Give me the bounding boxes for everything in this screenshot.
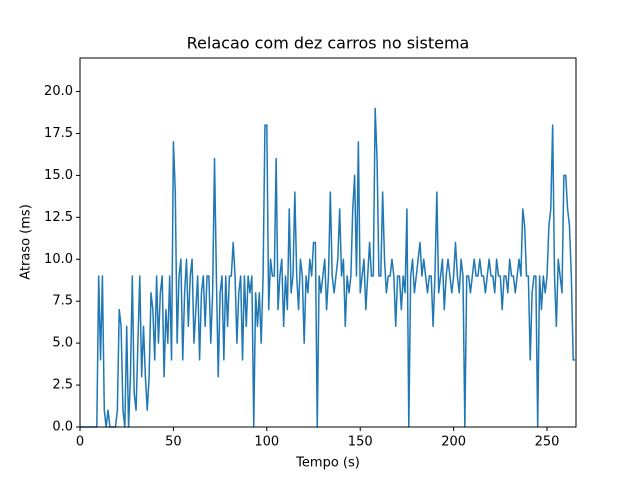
y-tick-label: 5.0 bbox=[52, 336, 73, 351]
y-axis-label: Atraso (ms) bbox=[19, 204, 34, 280]
x-axis-label: Tempo (s) bbox=[295, 456, 360, 471]
y-tick-label: 17.5 bbox=[44, 126, 73, 141]
x-tick-label: 200 bbox=[441, 435, 466, 450]
data-line bbox=[80, 107, 576, 428]
y-tick-label: 12.5 bbox=[44, 210, 73, 225]
y-tick-label: 20.0 bbox=[44, 84, 73, 99]
plot-frame bbox=[79, 57, 577, 428]
y-tick-label: 15.0 bbox=[44, 168, 73, 183]
x-tick-label: 150 bbox=[348, 435, 373, 450]
y-tick-label: 7.5 bbox=[52, 294, 73, 309]
x-tick-label: 100 bbox=[254, 435, 279, 450]
x-tick-label: 250 bbox=[535, 435, 560, 450]
x-tick-label: 0 bbox=[76, 435, 84, 450]
y-tick-label: 10.0 bbox=[44, 252, 73, 267]
y-tick-label: 2.5 bbox=[52, 378, 73, 393]
chart-title: Relacao com dez carros no sistema bbox=[187, 34, 470, 53]
y-tick-label: 0.0 bbox=[52, 420, 73, 435]
x-tick-label: 50 bbox=[165, 435, 182, 450]
